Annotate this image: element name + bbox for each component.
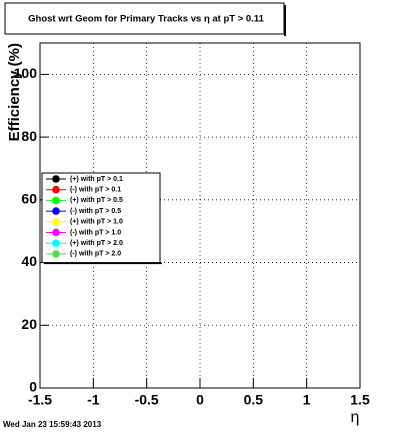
legend-label: (+) with pT > 0.1	[70, 176, 123, 183]
plot-frame	[39, 42, 361, 389]
legend-marker	[52, 185, 60, 194]
legend-marker	[52, 175, 60, 183]
y-tick-label: 0	[29, 379, 37, 395]
y-axis-label: Efficiency (%)	[6, 43, 23, 141]
legend-label: (-) with pT > 1.0	[70, 229, 121, 236]
legend-label: (-) with pT > 0.5	[70, 208, 121, 215]
y-tick-label: 60	[21, 191, 37, 207]
footer: Wed Jan 23 15:59:43 2013	[3, 420, 102, 429]
y-tick-label: 40	[21, 253, 37, 269]
x-tick-label: -0.5	[135, 392, 159, 408]
legend-marker	[52, 196, 60, 205]
legend-marker	[52, 218, 60, 226]
legend-label: (+) with pT > 2.0	[70, 240, 123, 247]
legend-marker	[52, 239, 60, 247]
legend-marker	[52, 207, 60, 215]
y-tick-label: 20	[21, 316, 37, 332]
y-tick-label: 80	[21, 128, 37, 144]
legend-marker	[52, 250, 60, 258]
legend-label: (-) with pT > 0.1	[70, 187, 121, 194]
legend-label: (+) with pT > 0.5	[70, 197, 123, 204]
x-tick-label: -1	[87, 392, 100, 408]
x-tick-label: 0	[196, 392, 204, 408]
title-box	[4, 2, 285, 35]
title-shadow	[284, 5, 286, 36]
legend-shadow	[44, 262, 162, 265]
x-tick-label: 1	[303, 392, 311, 408]
legend-label: (+) with pT > 1.0	[70, 219, 123, 226]
x-tick-label: 0.5	[244, 392, 264, 408]
x-axis-label: η	[351, 409, 360, 426]
x-tick-label: -1.5	[28, 392, 52, 408]
legend-label: (-) with pT > 2.0	[70, 251, 121, 258]
x-tick-label: 1.5	[350, 392, 370, 408]
y-tick-label: 100	[14, 65, 38, 81]
legend-marker	[52, 228, 60, 237]
chart-title: Ghost wrt Geom for Primary Tracks vs η a…	[28, 14, 264, 25]
